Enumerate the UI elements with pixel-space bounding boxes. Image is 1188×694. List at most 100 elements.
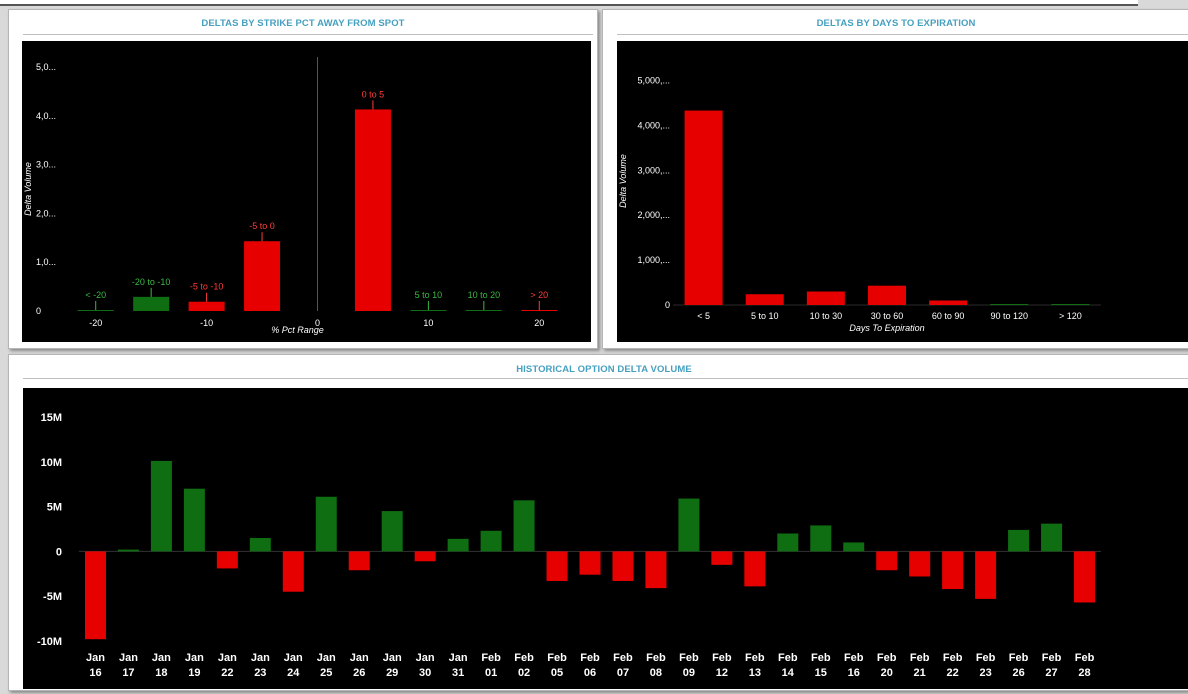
x-tick-month: Jan — [317, 652, 336, 664]
x-tick-month: Jan — [152, 652, 171, 664]
x-axis-title: Days To Expiration — [849, 323, 924, 333]
y-tick-label: 0 — [56, 546, 62, 558]
y-tick-label: 2,0... — [36, 208, 56, 218]
x-tick-month: Feb — [547, 652, 567, 664]
x-tick-month: Jan — [251, 652, 270, 664]
y-tick-label: 0 — [665, 300, 670, 310]
x-tick-month: Feb — [1042, 652, 1062, 664]
x-tick-month: Jan — [284, 652, 303, 664]
x-tick-month: Jan — [218, 652, 237, 664]
x-tick-month: Feb — [514, 652, 534, 664]
y-tick-label: 10M — [41, 457, 62, 469]
bar — [133, 296, 170, 311]
x-tick-label: -20 — [89, 318, 102, 328]
x-tick-month: Feb — [910, 652, 930, 664]
x-tick-day: 01 — [485, 667, 497, 679]
bar — [843, 542, 865, 552]
bar — [929, 300, 968, 305]
x-tick-month: Feb — [613, 652, 633, 664]
x-tick-month: Feb — [976, 652, 996, 664]
x-tick-day: 27 — [1045, 667, 1057, 679]
y-axis-title: Delta Volume — [23, 162, 33, 216]
x-tick-month: Feb — [481, 652, 501, 664]
data-label: > 20 — [530, 290, 548, 300]
bar — [465, 310, 502, 311]
x-tick-day: 26 — [1012, 667, 1024, 679]
bar — [1008, 529, 1030, 552]
y-tick-label: 1,0... — [36, 257, 56, 267]
y-tick-label: 3,0... — [36, 160, 56, 170]
bar — [150, 460, 172, 552]
y-tick-label: 15M — [41, 412, 62, 424]
bar — [745, 294, 784, 305]
bar — [868, 285, 906, 305]
bar — [711, 551, 733, 565]
data-label: -5 to 0 — [249, 221, 275, 231]
x-tick-month: Feb — [844, 652, 864, 664]
y-axis-title: Delta Volume — [618, 154, 628, 208]
data-label: 5 to 10 — [415, 290, 443, 300]
x-tick-day: 16 — [848, 667, 860, 679]
bar — [810, 525, 832, 552]
bar — [1074, 551, 1096, 603]
bar — [678, 498, 700, 552]
x-tick-day: 31 — [452, 667, 464, 679]
strike-title-divider — [23, 34, 593, 35]
y-tick-label: 1,000,... — [637, 255, 670, 265]
bar — [645, 551, 667, 589]
x-tick-day: 26 — [353, 667, 365, 679]
history-panel: HISTORICAL OPTION DELTA VOLUME -10M -5M 0 5… — [8, 354, 1188, 691]
expiration-chart: 0 1,000,... 2,000,... 3,000,... 4,000,... 5,0… — [618, 75, 1101, 333]
bar — [777, 533, 799, 552]
expiration-title-divider — [617, 34, 1188, 35]
bar — [348, 551, 370, 571]
x-tick-month: Feb — [745, 652, 765, 664]
history-chart-area: -10M -5M 0 5M 10M 15M Jan 16 Jan 17 Jan 18 Jan 19 Jan 2… — [23, 388, 1188, 689]
x-tick-day: 13 — [749, 667, 761, 679]
x-tick-month: Jan — [449, 652, 468, 664]
bar — [1041, 523, 1063, 552]
bar — [315, 496, 337, 552]
x-tick-month: Jan — [119, 652, 138, 664]
data-label: < -20 — [85, 290, 106, 300]
bar — [546, 551, 568, 581]
y-tick-label: -5M — [43, 591, 62, 603]
data-label: 0 to 5 — [362, 89, 385, 99]
x-tick-month: Feb — [1009, 652, 1029, 664]
x-tick-day: 28 — [1078, 667, 1090, 679]
bar — [806, 291, 845, 305]
top-strip — [0, 0, 1138, 6]
y-tick-label: 2,000,... — [637, 210, 670, 220]
data-label: 10 to 20 — [468, 290, 501, 300]
x-tick-month: Jan — [416, 652, 435, 664]
x-axis-title: % Pct Range — [271, 325, 324, 335]
y-tick-label: 4,000,... — [637, 120, 670, 130]
bar — [354, 109, 391, 312]
x-tick-day: 02 — [518, 667, 530, 679]
x-tick-day: 17 — [122, 667, 134, 679]
history-chart: -10M -5M 0 5M 10M 15M Jan 16 Jan 17 Jan 18 Jan 19 Jan 2… — [37, 412, 1101, 679]
bar — [410, 310, 447, 311]
x-tick-day: 16 — [89, 667, 101, 679]
x-tick-month: Feb — [811, 652, 831, 664]
y-tick-label: 3,000,... — [637, 165, 670, 175]
x-tick-day: 07 — [617, 667, 629, 679]
x-tick-day: 14 — [782, 667, 795, 679]
y-tick-label: 4,0... — [36, 111, 56, 121]
x-tick-month: Feb — [712, 652, 732, 664]
y-tick-label: 5,0... — [36, 62, 56, 72]
x-tick-day: 09 — [683, 667, 695, 679]
x-tick-day: 23 — [254, 667, 266, 679]
x-tick-month: Feb — [580, 652, 600, 664]
y-tick-label: 5,000,... — [637, 75, 670, 85]
x-tick-label: > 120 — [1059, 311, 1082, 321]
x-tick-month: Feb — [943, 652, 963, 664]
x-tick-label: -10 — [200, 318, 213, 328]
bar — [414, 551, 436, 562]
strike-chart-area: 0 1,0... 2,0... 3,0... 4,0... 5,0... -20 -10 0 10… — [22, 41, 591, 342]
x-tick-label: 20 — [534, 318, 544, 328]
x-tick-day: 25 — [320, 667, 332, 679]
x-tick-day: 19 — [188, 667, 200, 679]
bar — [1051, 304, 1090, 305]
x-tick-day: 30 — [419, 667, 431, 679]
